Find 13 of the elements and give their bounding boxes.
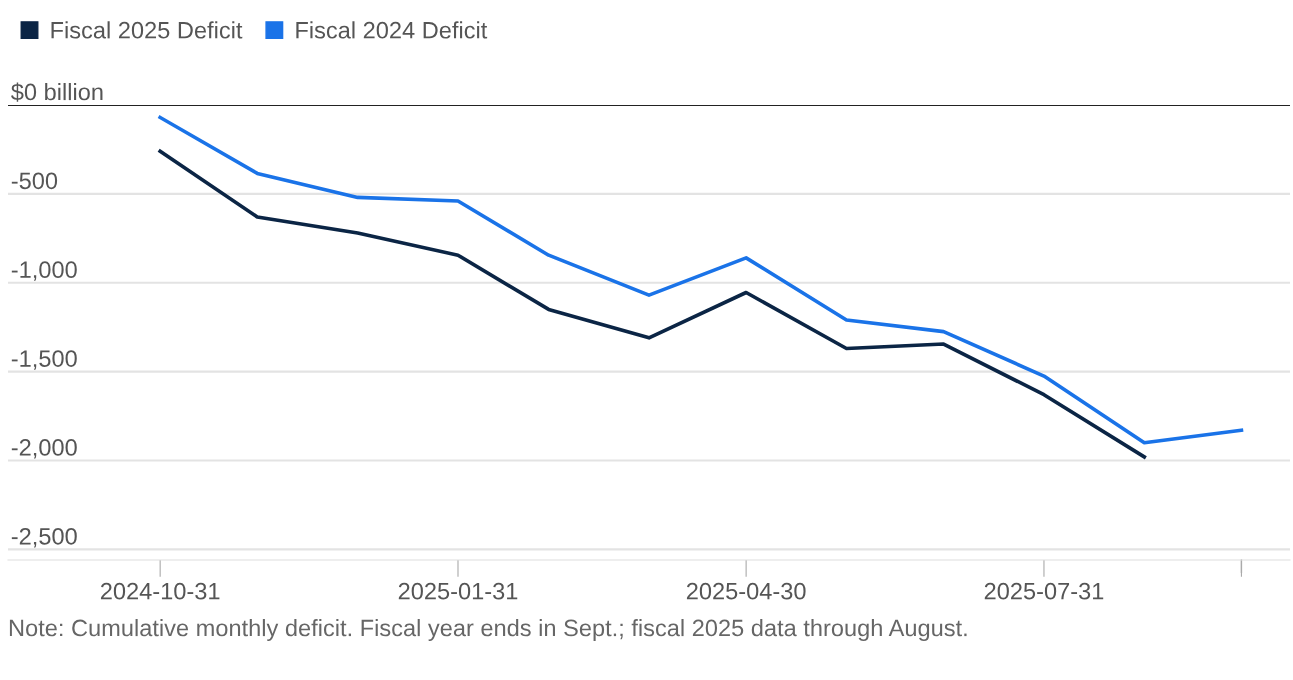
legend-label: Fiscal 2024 Deficit [296,21,488,39]
x-tick-label: 2025-04-30 [686,582,806,600]
y-tick-label: -500 [11,172,58,190]
y-tick-label: -1,500 [11,350,77,370]
legend-label: Fiscal 2025 Deficit [51,21,243,39]
x-tick-label: 2024-10-31 [100,582,220,600]
y-tick-label: -2,000 [11,439,77,459]
x-tick-label: 2025-07-31 [984,582,1104,600]
y-tick-label: $0 billion [11,82,103,102]
y-tick-label: -2,500 [11,527,77,548]
y-tick-label: -1,000 [11,261,77,281]
x-tick-label: 2025-01-31 [398,582,518,600]
text: Note: Cumulative monthly deficit. Fiscal year ends in Sept.; fiscal 2025 data through August. [9,618,967,642]
